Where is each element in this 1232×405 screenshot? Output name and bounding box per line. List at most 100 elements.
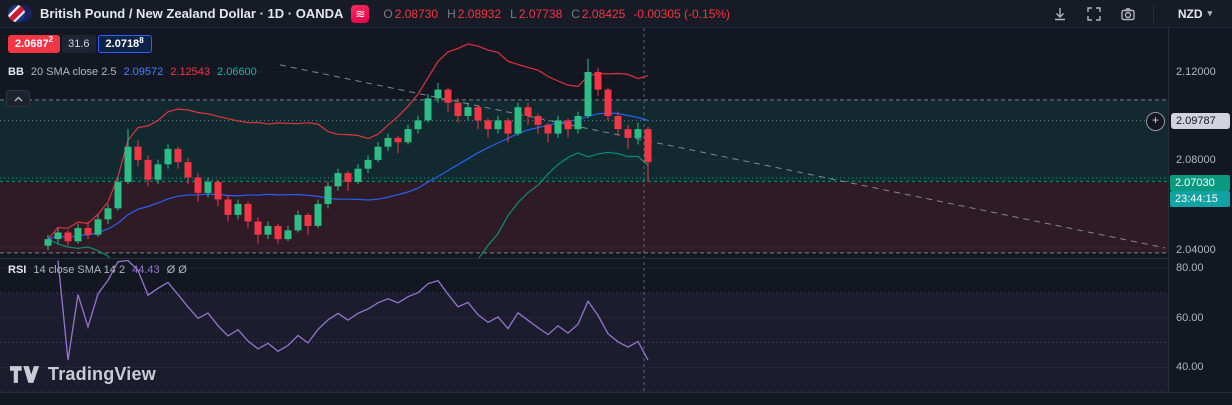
price-axis-tick: 40.00: [1176, 361, 1204, 373]
buy-price-button[interactable]: 2.07188: [97, 35, 152, 53]
bb-name: BB: [8, 66, 24, 78]
candle-body: [164, 148, 172, 165]
add-order-button[interactable]: +: [1146, 111, 1165, 131]
candle-body: [254, 221, 262, 235]
rsi-pane: [0, 259, 1168, 392]
fullscreen-button[interactable]: [1081, 2, 1107, 26]
candle-body: [434, 89, 442, 99]
candle-body: [514, 107, 522, 134]
candle-body: [584, 72, 592, 116]
tradingview-logo-text: TradingView: [48, 364, 156, 384]
candle-body: [484, 120, 492, 130]
candle-body: [574, 116, 582, 130]
chart-svg: [0, 28, 1168, 392]
ohlc-h-value: H 2.08932: [447, 6, 502, 21]
candle-body: [224, 199, 232, 215]
bb-lower-line: [47, 151, 649, 258]
candle-body: [374, 146, 382, 160]
candle-body: [334, 173, 342, 187]
rsi-empty-values: Ø Ø: [166, 264, 187, 276]
camera-icon: [1121, 7, 1135, 20]
pane-separator[interactable]: [0, 258, 1232, 259]
trendline[interactable]: [279, 64, 1166, 249]
ohlc-c-value: C 2.08425: [571, 6, 626, 21]
time-axis[interactable]: [0, 392, 1232, 405]
candle-body: [154, 164, 162, 180]
candle-body: [424, 98, 432, 121]
order-price-label: 2.09787: [1171, 113, 1230, 129]
tradingview-logo-icon: [10, 366, 40, 383]
ohlc-values: O 2.08730 H 2.08932 L 2.07738 C 2.08425: [383, 7, 625, 21]
price-change: -0.00305 (-0.15%): [633, 6, 731, 21]
spread-value: 31.6: [62, 35, 96, 53]
candle-body: [54, 232, 62, 240]
bb-upper-line: [47, 43, 649, 240]
candle-body: [594, 72, 602, 90]
bb-indicator-legend[interactable]: BB 20 SMA close 2.5 2.09572 2.12543 2.0660…: [8, 66, 264, 78]
candle-body: [524, 107, 532, 116]
chart-canvas[interactable]: 2.06872 31.6 2.07188 BB 20 SMA close 2.5…: [0, 28, 1168, 392]
price-axis-tick: 60.00: [1176, 312, 1204, 324]
candle-body: [394, 137, 402, 143]
candle-body: [564, 120, 572, 130]
profit-zone[interactable]: [0, 99, 1168, 182]
price-axis-tick: 2.12000: [1176, 66, 1216, 78]
bar-countdown-label: 23:44:15: [1170, 191, 1230, 207]
rsi-value: 44.43: [132, 264, 160, 276]
symbol-pair-logo-icon: [8, 5, 32, 22]
candle-body: [344, 173, 352, 182]
sell-price-button[interactable]: 2.06872: [8, 35, 61, 53]
candle-body: [614, 116, 622, 130]
chart-header: British Pound / New Zealand Dollar · 1D …: [0, 0, 1232, 28]
candle-body: [644, 129, 652, 163]
candle-body: [74, 228, 82, 242]
candle-body: [624, 129, 632, 138]
bb-params: 20 SMA close 2.5: [30, 66, 117, 78]
download-icon: [1055, 7, 1065, 20]
rsi-indicator-legend[interactable]: RSI 14 close SMA 14 2 44.43 Ø Ø: [8, 264, 187, 276]
candle-body: [314, 203, 322, 226]
screenshot-button[interactable]: [1115, 2, 1141, 26]
pane-collapse-button[interactable]: [6, 90, 30, 107]
candle-body: [354, 168, 362, 182]
candle-body: [244, 203, 252, 222]
candle-body: [384, 137, 392, 147]
candle-body: [294, 214, 302, 231]
bb-value: 2.09572: [123, 66, 164, 78]
candlestick-series: [44, 58, 652, 251]
candle-body: [264, 225, 272, 235]
chart-content: 2.06872 31.6 2.07188 BB 20 SMA close 2.5…: [0, 28, 1232, 392]
candle-body: [454, 102, 462, 116]
rsi-params: 14 close SMA 14 2: [33, 264, 126, 276]
fullscreen-icon: [1087, 6, 1101, 21]
tradingview-logo[interactable]: TradingView: [10, 364, 156, 385]
candle-body: [474, 107, 482, 121]
candle-body: [274, 225, 282, 240]
candle-body: [114, 181, 122, 209]
candle-body: [234, 203, 242, 215]
candle-body: [214, 181, 222, 200]
price-axis-tick: 2.08000: [1176, 154, 1216, 166]
candle-body: [84, 228, 92, 235]
candle-body: [554, 120, 562, 134]
candle-body: [44, 239, 52, 246]
candle-body: [414, 120, 422, 130]
loss-zone[interactable]: [0, 181, 1168, 253]
candle-body: [104, 208, 112, 220]
bb-value: 2.06600: [217, 66, 257, 78]
download-button[interactable]: [1047, 2, 1073, 26]
candle-body: [194, 177, 202, 193]
candle-body: [144, 159, 152, 180]
candle-body: [534, 116, 542, 125]
candle-body: [184, 162, 192, 178]
currency-dropdown[interactable]: NZD ▾: [1166, 7, 1224, 21]
candle-body: [634, 129, 642, 138]
price-axis[interactable]: 2.12000 2.09787 2.08000 2.07030 23:44:15 2.04…: [1168, 28, 1232, 392]
chevron-up-icon: [14, 96, 22, 101]
candle-body: [304, 214, 312, 226]
candle-body: [494, 120, 502, 130]
symbol-title[interactable]: British Pound / New Zealand Dollar · 1D …: [40, 6, 344, 21]
rsi-name: RSI: [8, 264, 27, 276]
candle-body: [504, 120, 512, 134]
